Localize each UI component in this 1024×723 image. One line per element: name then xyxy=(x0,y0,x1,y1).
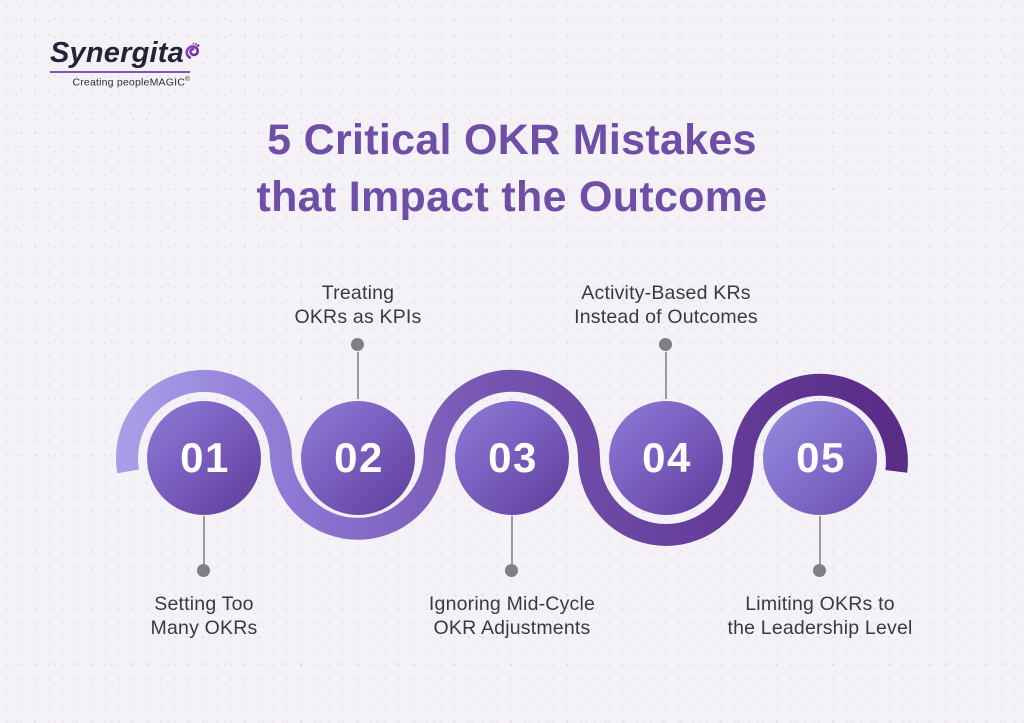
step-number-01: 01 xyxy=(180,434,230,481)
logo-underline xyxy=(50,71,190,73)
page-title-line1: 5 Critical OKR Mistakes xyxy=(267,116,757,164)
stem-line-02 xyxy=(357,352,359,399)
stem-line-03 xyxy=(511,516,513,564)
step-number-05: 05 xyxy=(796,434,846,481)
stem-dot-05 xyxy=(813,564,826,577)
stem-dot-04 xyxy=(659,338,672,351)
stem-dot-02 xyxy=(351,338,364,351)
stem-dot-01 xyxy=(197,564,210,577)
step-number-04: 04 xyxy=(642,434,692,481)
step-circle-02: 02 xyxy=(301,401,415,515)
step-circle-05: 05 xyxy=(763,401,877,515)
step-label-03: Ignoring Mid-Cycle OKR Adjustments xyxy=(428,593,596,639)
step-label-05: Limiting OKRs to the Leadership Level xyxy=(727,593,913,639)
logo-tagline: Creating peopleMAGIC® xyxy=(72,76,190,89)
synergita-swirl-icon xyxy=(185,42,200,59)
synergita-logo: Synergita Creating peopleMAGIC® xyxy=(50,38,200,89)
step-circle-04: 04 xyxy=(609,401,723,515)
step-circle-03: 03 xyxy=(455,401,569,515)
page-title: 5 Critical OKR Mistakes that Impact the … xyxy=(0,112,1024,226)
registered-mark: ® xyxy=(185,76,190,83)
wave-ribbon-path xyxy=(116,369,908,546)
stem-line-05 xyxy=(819,516,821,564)
step-circle-01: 01 xyxy=(147,401,261,515)
page-title-line2: that Impact the Outcome xyxy=(256,173,768,221)
step-label-02: Treating OKRs as KPIs xyxy=(294,282,422,328)
step-label-01: Setting Too Many OKRs xyxy=(150,593,258,639)
step-number-03: 03 xyxy=(488,434,538,481)
step-number-02: 02 xyxy=(334,434,384,481)
brand-wordmark: Synergita xyxy=(50,37,184,69)
stem-dot-03 xyxy=(505,564,518,577)
step-label-04: Activity-Based KRs Instead of Outcomes xyxy=(574,282,758,328)
stem-line-01 xyxy=(203,516,205,564)
stem-line-04 xyxy=(665,352,667,399)
